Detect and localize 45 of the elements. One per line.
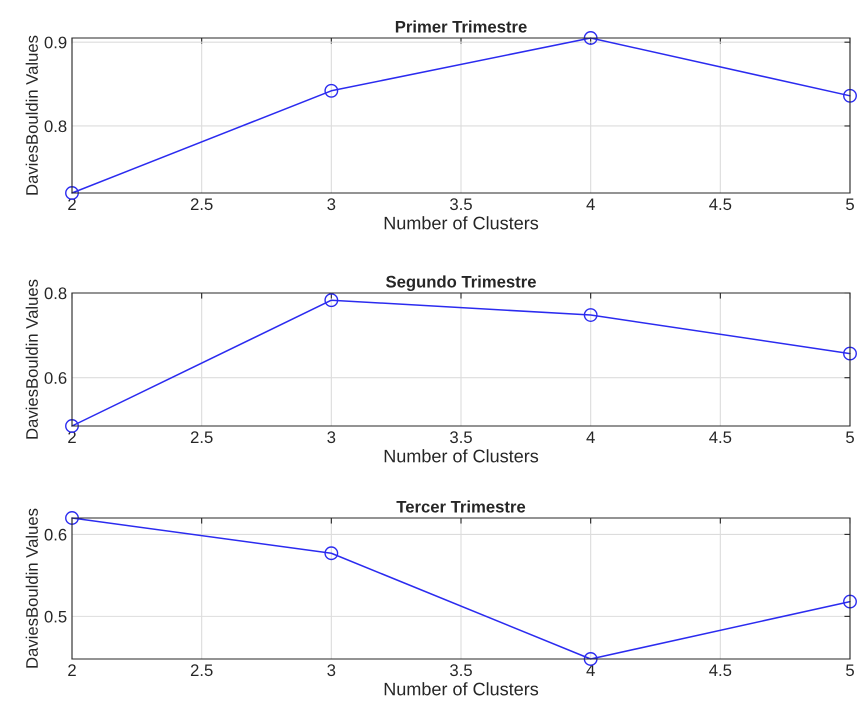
point	[324, 84, 338, 98]
x-tick-label: 3.5	[450, 198, 472, 210]
point	[324, 293, 338, 308]
x-tick-label: 5	[846, 664, 854, 676]
y-tick-label: 0.6	[44, 528, 66, 541]
x-axis-title: Number of Clusters	[384, 216, 538, 230]
x-tick-label: 4	[586, 198, 595, 210]
point	[584, 652, 598, 666]
x-tick-label: 3	[327, 664, 336, 676]
y-tick-label: 0.8	[44, 120, 66, 132]
x-tick-label: 3	[327, 431, 336, 444]
point	[843, 88, 857, 103]
y-axis-title: DaviesBouldin Values	[26, 508, 38, 668]
x-tick-label: 5	[846, 431, 854, 444]
x-axis-title: Number of Clusters	[384, 449, 538, 462]
y-tick-label: 0.8	[44, 287, 66, 300]
y-axis-title: DaviesBouldin Values	[26, 280, 38, 439]
point	[65, 186, 79, 200]
point	[843, 594, 857, 609]
y-tick-label: 0.6	[44, 372, 66, 384]
x-tick-label: 3.5	[450, 664, 472, 676]
y-tick-label: 0.5	[44, 610, 66, 623]
x-tick-label: 4	[586, 431, 595, 443]
x-tick-label: 2.5	[190, 198, 213, 210]
x-tick-label: 2.5	[190, 664, 213, 676]
point	[65, 419, 79, 433]
point	[843, 346, 857, 361]
x-tick-label: 2	[68, 664, 76, 676]
point	[584, 31, 598, 45]
chart-title: Tercer Trimestre	[396, 500, 526, 513]
x-tick-label: 4.5	[709, 431, 732, 444]
y-axis-title: DaviesBouldin Values	[26, 36, 38, 195]
point	[65, 511, 79, 525]
x-tick-label: 4.5	[709, 664, 732, 676]
x-tick-label: 5	[846, 198, 854, 210]
point	[584, 308, 598, 322]
chart-title: Segundo Trimestre	[386, 275, 536, 291]
x-tick-label: 2.5	[190, 431, 213, 444]
y-tick-label: 0.9	[44, 36, 66, 48]
x-tick-label: 4.5	[709, 198, 732, 210]
chart-title: Primer Trimestre	[396, 20, 527, 33]
x-tick-label: 3	[327, 198, 336, 210]
x-axis-title: Number of Clusters	[384, 682, 538, 696]
x-tick-label: 3.5	[450, 431, 472, 444]
point	[324, 546, 338, 560]
